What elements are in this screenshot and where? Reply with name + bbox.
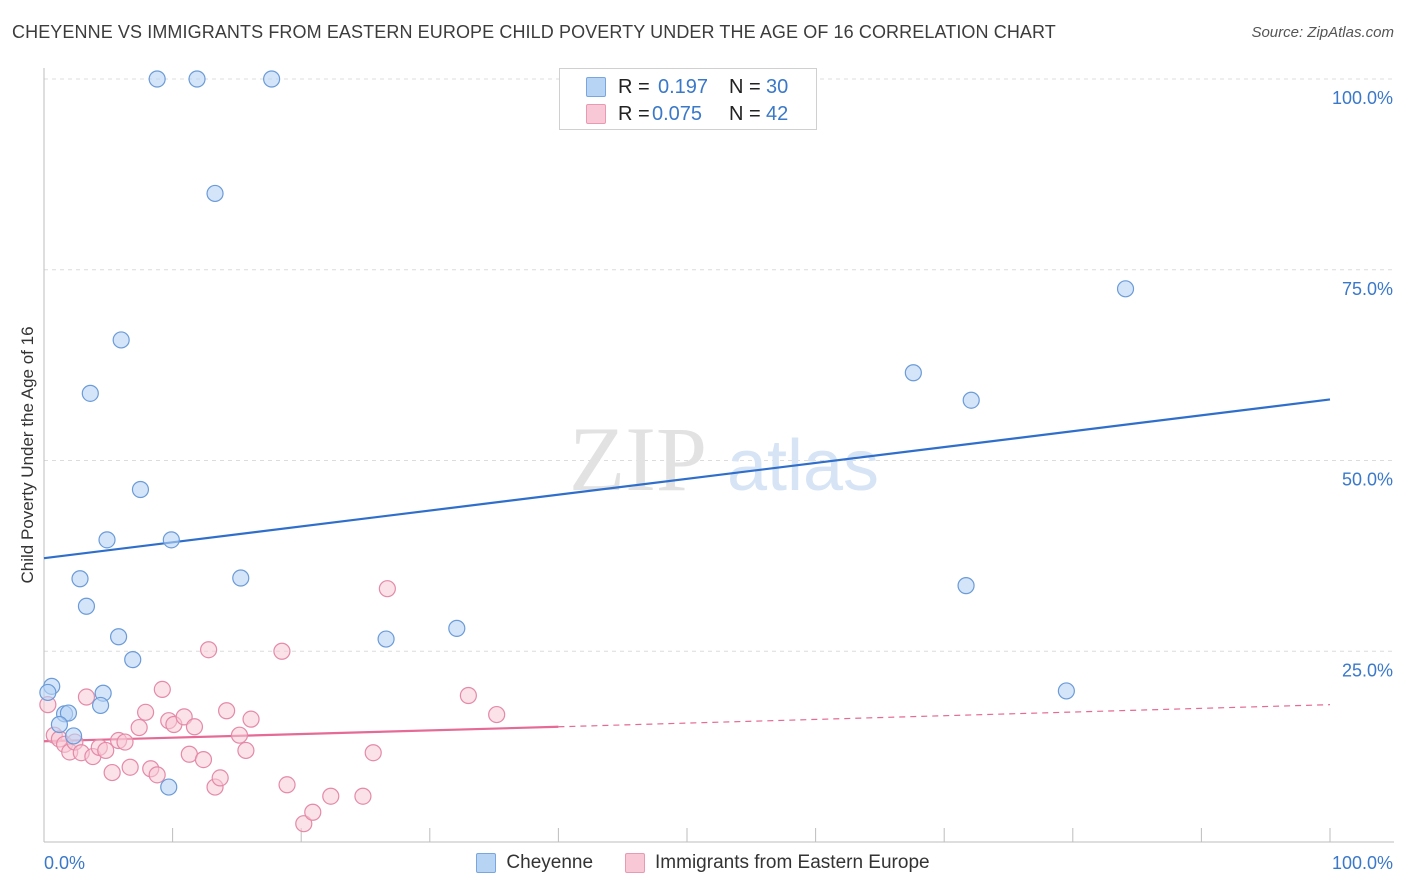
y-tick-label: 50.0% [1342,470,1393,490]
tick-labels: 100.0% 75.0% 50.0% 25.0% 0.0% 100.0% [44,88,1393,873]
point-immigrants [364,744,382,762]
point-immigrants [295,815,313,833]
legend-swatch-immigrants [625,853,646,873]
point-immigrants [322,787,340,805]
point-immigrants [121,758,139,776]
point-cheyenne [50,715,69,734]
legend-n-label: N = [729,75,761,98]
point-cheyenne [904,364,922,382]
point-immigrants [230,726,249,744]
point-cheyenne [91,696,110,715]
legend-swatch-cheyenne [586,77,606,97]
point-immigrants [237,741,255,760]
source-label: Source: ZipAtlas.com [1251,24,1394,41]
chart-title: CHEYENNE VS IMMIGRANTS FROM EASTERN EURO… [12,22,1056,42]
point-immigrants [97,741,115,760]
point-immigrants [273,642,291,660]
point-immigrants [136,703,155,721]
legend-swatch-cheyenne [476,853,497,873]
legend-item-immigrants: Immigrants from Eastern Europe [625,852,930,874]
point-cheyenne [39,683,57,702]
series-legend: Cheyenne Immigrants from Eastern Europe [0,852,1406,874]
point-cheyenne [71,570,89,588]
point-immigrants [175,708,193,726]
point-cheyenne [77,597,96,615]
point-immigrants [77,688,96,706]
point-cheyenne [124,651,142,669]
point-cheyenne [112,331,130,349]
point-immigrants [354,787,372,805]
point-cheyenne [1116,280,1135,298]
point-cheyenne [263,70,281,88]
point-immigrants [153,680,171,699]
legend-r-value-cheyenne: 0.197 [658,75,709,98]
legend-n-value-cheyenne: 30 [766,75,789,98]
point-cheyenne [377,630,395,648]
point-immigrants [242,710,260,728]
point-immigrants [185,718,204,736]
axes [43,68,1394,843]
point-cheyenne [131,480,150,499]
point-cheyenne [98,531,116,549]
data-points [39,70,1135,833]
point-immigrants [378,580,396,598]
legend-r-label: R = [618,102,650,125]
point-immigrants [278,776,296,794]
point-immigrants [200,641,218,659]
point-immigrants [304,803,322,821]
point-cheyenne [148,70,166,88]
point-cheyenne [59,704,78,722]
point-immigrants [459,686,477,705]
point-cheyenne [188,70,206,88]
trend-line-immigrants-extension [558,704,1331,728]
gridlines [44,78,1394,652]
legend-swatch-immigrants [586,104,606,124]
point-immigrants [194,750,213,769]
point-cheyenne [206,184,224,203]
trend-line-cheyenne [43,398,1331,560]
x-tick-label-start: 0.0% [44,853,85,873]
watermark-atlas: atlas [727,426,879,506]
point-cheyenne [962,391,980,409]
watermark-zip: ZIP [569,408,707,510]
point-immigrants [130,718,148,737]
point-cheyenne [162,531,180,549]
legend-item-cheyenne: Cheyenne [476,852,593,874]
y-tick-label: 100.0% [1332,88,1393,108]
legend-n-value-immigrants: 42 [766,102,789,125]
legend-label-cheyenne: Cheyenne [506,852,594,873]
point-cheyenne [957,577,975,595]
legend-label-immigrants: Immigrants from Eastern Europe [655,852,930,873]
point-cheyenne [81,384,99,402]
point-immigrants [211,769,229,787]
legend-r-label: R = [618,75,650,98]
y-tick-label: 25.0% [1342,660,1393,680]
point-cheyenne [160,778,178,796]
point-immigrants [218,702,236,720]
point-cheyenne [448,619,466,637]
point-cheyenne [1057,682,1075,700]
point-cheyenne [232,569,250,587]
point-immigrants [116,733,134,751]
point-immigrants [148,766,166,784]
point-immigrants [103,763,121,782]
x-tick-label-end: 100.0% [1332,853,1393,873]
y-tick-label: 75.0% [1342,279,1393,299]
point-immigrants [488,705,506,724]
legend-r-value-immigrants: 0.075 [652,102,703,125]
point-cheyenne [109,628,128,646]
point-cheyenne [64,727,83,745]
legend-n-label: N = [729,102,761,125]
correlation-legend: R = 0.197 N = 30 R = 0.075 N = 42 [559,68,817,130]
